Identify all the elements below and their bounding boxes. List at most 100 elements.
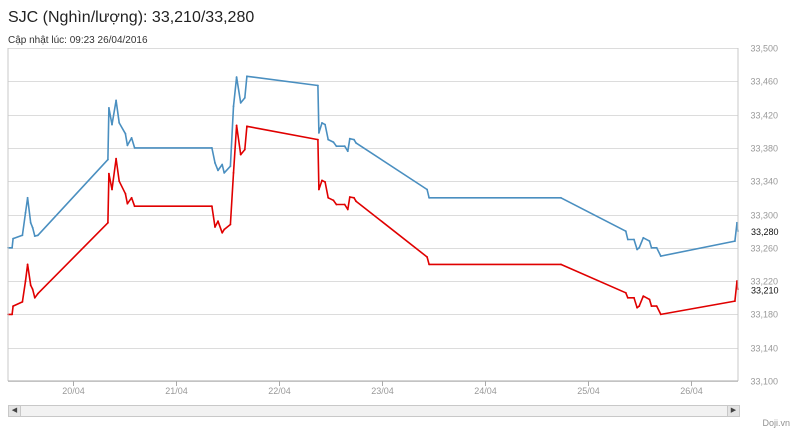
sell-data-point bbox=[130, 137, 133, 139]
sell-data-point bbox=[21, 234, 24, 237]
buy-data-point bbox=[21, 301, 24, 303]
x-tick-label: 20/04 bbox=[62, 386, 85, 396]
sell-data-point bbox=[37, 234, 39, 237]
arrow-left-icon[interactable]: ◀ bbox=[9, 406, 21, 416]
sell-data-point bbox=[638, 246, 641, 249]
buy-data-point bbox=[317, 138, 319, 141]
buy-data-point bbox=[648, 298, 651, 301]
buy-data-point bbox=[130, 196, 133, 199]
sell-data-point bbox=[321, 122, 323, 124]
buy-data-point bbox=[239, 153, 242, 156]
sell-data-point bbox=[353, 138, 355, 141]
y-tick-label: 33,260 bbox=[750, 244, 778, 254]
sell-data-point bbox=[734, 240, 736, 243]
chart-scrollbar[interactable]: ◀ ▶ bbox=[8, 405, 740, 417]
sell-data-point bbox=[642, 236, 645, 239]
buy-data-point bbox=[642, 295, 645, 297]
buy-data-point bbox=[37, 292, 39, 295]
sell-data-point bbox=[221, 163, 224, 166]
buy-data-point bbox=[217, 220, 219, 223]
buy-data-point bbox=[353, 196, 355, 199]
sell-data-point bbox=[26, 196, 29, 199]
sell-data-point bbox=[229, 165, 232, 168]
sell-series-line bbox=[8, 75, 739, 257]
buy-data-point bbox=[560, 263, 562, 266]
buy-data-point bbox=[26, 263, 29, 266]
buy-data-point bbox=[335, 203, 338, 206]
sell-data-point bbox=[335, 145, 338, 148]
buy-data-point bbox=[214, 226, 216, 228]
sell-data-point bbox=[624, 230, 627, 233]
arrow-right-icon[interactable]: ▶ bbox=[727, 406, 739, 416]
sell-data-point bbox=[33, 235, 36, 238]
sell-data-point bbox=[560, 196, 562, 199]
buy-data-point bbox=[229, 223, 232, 226]
buy-data-point bbox=[111, 188, 113, 191]
buy-data-point bbox=[107, 221, 109, 224]
sell-data-point bbox=[318, 132, 320, 134]
sell-data-point bbox=[655, 246, 658, 249]
sell-data-point bbox=[633, 238, 635, 241]
sell-data-point bbox=[31, 226, 34, 229]
buy-data-point bbox=[655, 305, 658, 307]
buy-data-point bbox=[211, 205, 213, 208]
x-tick-label: 26/04 bbox=[680, 386, 703, 396]
page-title: SJC (Nghìn/lượng): 33,210/33,280 bbox=[8, 9, 255, 26]
buy-data-point bbox=[221, 231, 224, 234]
sell-data-point bbox=[107, 158, 109, 161]
sell-data-point bbox=[111, 123, 113, 126]
sell-data-point bbox=[636, 248, 638, 251]
buy-data-point bbox=[318, 188, 320, 191]
x-tick-label: 21/04 bbox=[165, 386, 188, 396]
buy-data-point bbox=[246, 125, 248, 128]
buy-data-point bbox=[355, 200, 357, 203]
sell-data-point bbox=[211, 147, 213, 149]
sell-last-value-label: 33,280 bbox=[751, 227, 779, 237]
sell-data-point bbox=[650, 246, 653, 249]
sell-data-point bbox=[343, 145, 346, 148]
sell-data-point bbox=[118, 122, 121, 124]
sell-data-point bbox=[327, 138, 330, 141]
sell-data-point bbox=[317, 84, 319, 87]
buy-data-point bbox=[33, 296, 36, 299]
sell-data-point bbox=[217, 169, 219, 172]
sell-data-point bbox=[659, 255, 662, 257]
sell-data-point bbox=[126, 144, 129, 147]
sell-data-point bbox=[133, 147, 136, 149]
buy-data-point bbox=[734, 300, 736, 302]
sell-data-point bbox=[24, 211, 27, 214]
y-tick-label: 33,500 bbox=[750, 44, 778, 54]
x-tick-label: 23/04 bbox=[371, 386, 394, 396]
buy-data-point bbox=[633, 296, 635, 299]
buy-last-value-label: 33,210 bbox=[751, 285, 779, 295]
x-tick-label: 24/04 bbox=[474, 386, 497, 396]
buy-data-point bbox=[12, 305, 15, 307]
sell-data-point bbox=[239, 102, 242, 104]
x-tick-label: 25/04 bbox=[577, 386, 600, 396]
buy-data-point bbox=[327, 196, 330, 199]
buy-data-point bbox=[348, 196, 351, 198]
sell-data-point bbox=[428, 196, 430, 199]
y-tick-label: 33,220 bbox=[750, 277, 778, 287]
sell-data-point bbox=[243, 97, 246, 99]
x-tick-label: 22/04 bbox=[268, 386, 291, 396]
buy-data-point bbox=[29, 284, 32, 287]
buy-data-point bbox=[343, 203, 346, 206]
sell-data-point bbox=[324, 123, 326, 126]
sell-data-point bbox=[246, 75, 248, 78]
buy-data-point bbox=[115, 157, 117, 160]
y-tick-label: 33,180 bbox=[750, 310, 778, 320]
buy-data-point bbox=[659, 313, 662, 316]
buy-data-point bbox=[124, 192, 127, 195]
buy-data-point bbox=[24, 280, 27, 282]
y-tick-label: 33,300 bbox=[750, 211, 778, 221]
update-timestamp: Cập nhật lúc: 09:23 26/04/2016 bbox=[8, 35, 148, 46]
sell-data-point bbox=[124, 132, 127, 135]
sell-data-point bbox=[115, 99, 117, 102]
buy-data-point bbox=[428, 263, 430, 266]
buy-data-point bbox=[223, 228, 226, 231]
buy-data-point bbox=[243, 148, 246, 151]
y-tick-label: 33,140 bbox=[750, 344, 778, 354]
sell-data-point bbox=[626, 238, 629, 241]
